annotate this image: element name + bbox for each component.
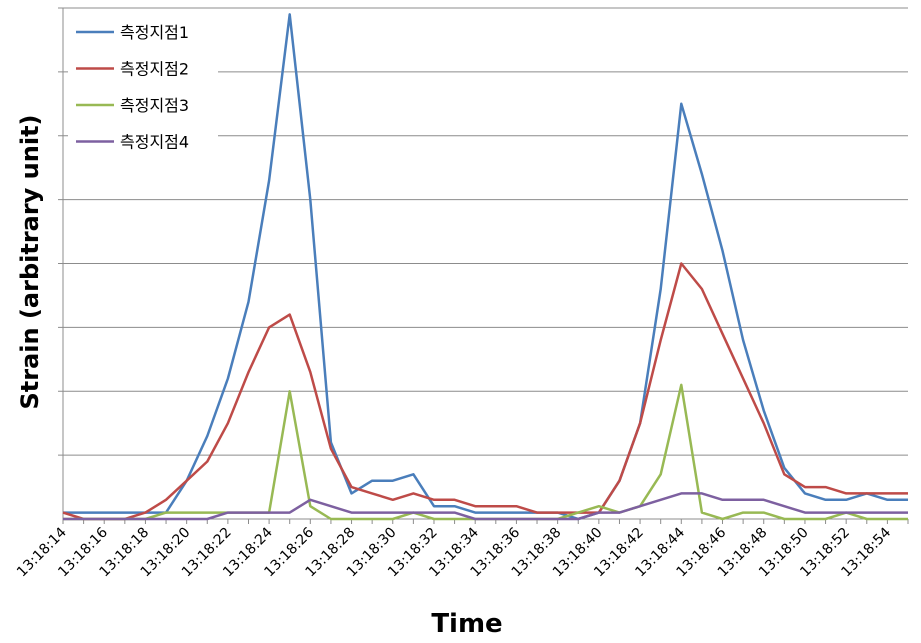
- x-tick-labels: 13:18:1413:18:1613:18:1813:18:2013:18:22…: [14, 524, 894, 580]
- legend-label: 측정지점2: [120, 60, 189, 79]
- series-lines: [62, 13, 908, 521]
- series-line-3: [63, 383, 908, 521]
- x-axis-label: Time: [431, 609, 502, 639]
- legend-label: 측정지점1: [120, 23, 189, 42]
- y-axis-label: Strain (arbitrary unit): [16, 114, 44, 409]
- series-line-2: [62, 262, 908, 521]
- legend-background: [68, 12, 218, 152]
- legend-label: 측정지점4: [120, 133, 189, 152]
- legend: 측정지점1 측정지점2 측정지점3 측정지점4: [68, 12, 218, 152]
- legend-label: 측정지점3: [120, 96, 189, 115]
- series-line-4: [63, 492, 908, 521]
- series-line-1: [63, 13, 908, 521]
